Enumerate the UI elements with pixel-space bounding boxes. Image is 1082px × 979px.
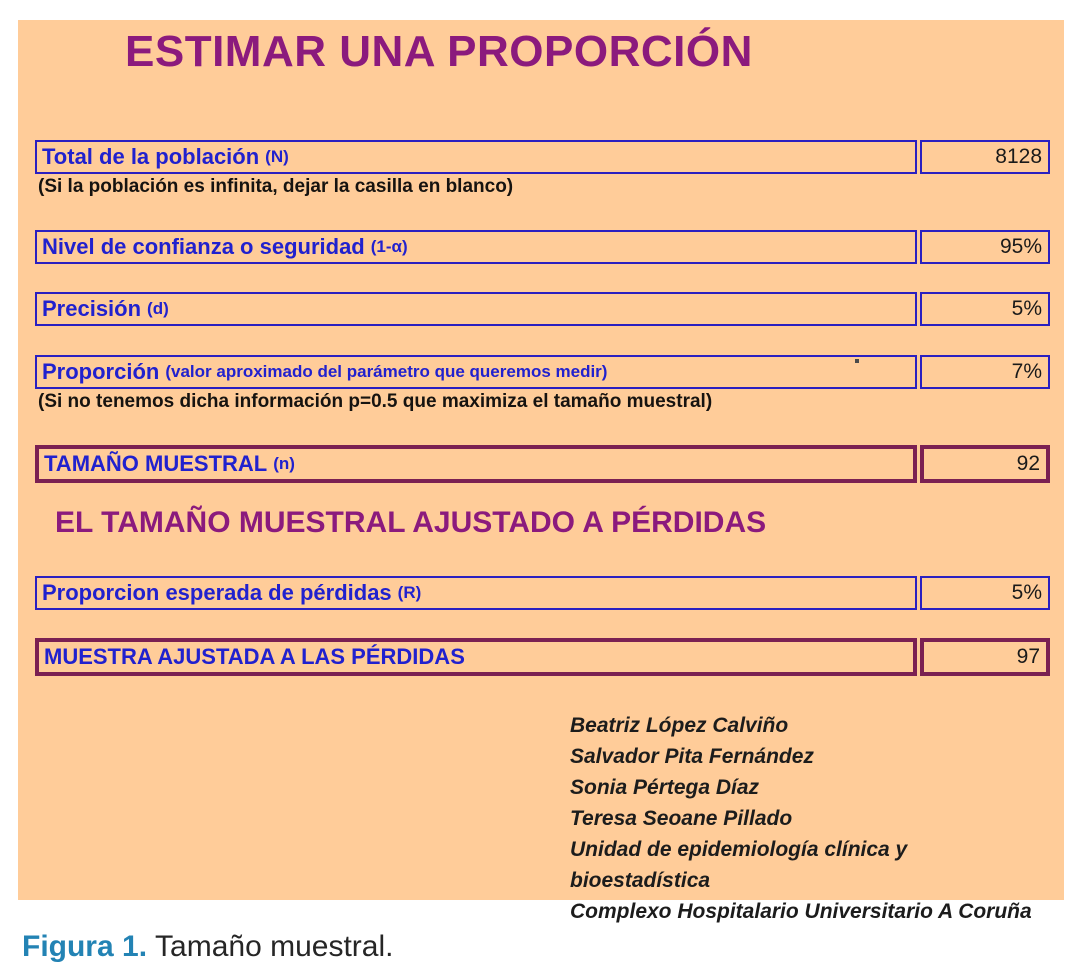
result-label-text: TAMAÑO MUESTRAL — [44, 451, 268, 476]
section-title-ajustado-perdidas: EL TAMAÑO MUESTRAL AJUSTADO A PÉRDIDAS — [55, 506, 767, 539]
field-label-total-poblacion: Total de la población (N) — [35, 140, 917, 174]
field-label-suffix: (R) — [397, 583, 422, 602]
field-input-nivel-confianza[interactable]: 95% — [920, 230, 1050, 264]
field-row-perdidas: Proporcion esperada de pérdidas (R) 5% — [35, 576, 1050, 610]
field-input-proporcion[interactable]: 7% — [920, 355, 1050, 389]
field-label-text: Proporción — [42, 359, 160, 384]
field-label-suffix: (1-α) — [370, 237, 408, 256]
field-row-precision: Precisión (d) 5% — [35, 292, 1050, 326]
field-input-total-poblacion[interactable]: 8128 — [920, 140, 1050, 174]
figure-caption: Figura 1. Tamaño muestral. — [22, 928, 393, 966]
field-input-perdidas[interactable]: 5% — [920, 576, 1050, 610]
field-label-text: Nivel de confianza o seguridad — [42, 234, 365, 259]
credit-author: Salvador Pita Fernández — [570, 745, 814, 768]
note-p-maximiza: (Si no tenemos dicha información p=0.5 q… — [38, 391, 713, 412]
field-input-precision[interactable]: 5% — [920, 292, 1050, 326]
field-row-proporcion: Proporción (valor aproximado del parámet… — [35, 355, 1050, 389]
field-label-suffix: (valor aproximado del parámetro que quer… — [165, 362, 608, 381]
credit-author: Teresa Seoane Pillado — [570, 807, 793, 830]
credit-author: Beatriz López Calviño — [570, 714, 789, 737]
credit-author: Sonia Pértega Díaz — [570, 776, 760, 799]
credits-block: Beatriz López Calviño Salvador Pita Fern… — [570, 710, 1050, 927]
field-label-precision: Precisión (d) — [35, 292, 917, 326]
credit-affiliation: Complexo Hospitalario Universitario A Co… — [570, 900, 1032, 923]
credit-affiliation: Unidad de epidemiología clínica y bioest… — [570, 838, 908, 892]
result-label-text: MUESTRA AJUSTADA A LAS PÉRDIDAS — [44, 644, 465, 669]
result-value-tamano-muestral: 92 — [920, 445, 1050, 483]
result-value-muestra-ajustada: 97 — [920, 638, 1050, 676]
calculator-panel: ESTIMAR UNA PROPORCIÓN Total de la pobla… — [18, 20, 1064, 923]
result-label-suffix: (n) — [273, 454, 295, 473]
figure-caption-text: Tamaño muestral. — [155, 930, 394, 963]
field-label-text: Total de la población — [42, 144, 260, 169]
result-row-muestra-ajustada: MUESTRA AJUSTADA A LAS PÉRDIDAS 97 — [35, 638, 1050, 676]
field-label-nivel-confianza: Nivel de confianza o seguridad (1-α) — [35, 230, 917, 264]
result-label-tamano-muestral: TAMAÑO MUESTRAL (n) — [35, 445, 917, 483]
field-label-proporcion: Proporción (valor aproximado del parámet… — [35, 355, 917, 389]
field-row-nivel-confianza: Nivel de confianza o seguridad (1-α) 95% — [35, 230, 1050, 264]
figure-caption-label: Figura 1. — [22, 930, 148, 963]
field-row-total-poblacion: Total de la población (N) 8128 — [35, 140, 1050, 174]
field-label-suffix: (N) — [265, 147, 289, 166]
field-label-text: Proporcion esperada de pérdidas — [42, 580, 392, 605]
field-label-text: Precisión — [42, 296, 142, 321]
field-label-suffix: (d) — [147, 299, 169, 318]
panel-title: ESTIMAR UNA PROPORCIÓN — [125, 27, 753, 76]
result-label-muestra-ajustada: MUESTRA AJUSTADA A LAS PÉRDIDAS — [35, 638, 917, 676]
field-label-perdidas: Proporcion esperada de pérdidas (R) — [35, 576, 917, 610]
ink-speck-artifact — [855, 359, 859, 363]
note-poblacion-infinita: (Si la población es infinita, dejar la c… — [38, 176, 514, 197]
result-row-tamano-muestral: TAMAÑO MUESTRAL (n) 92 — [35, 445, 1050, 483]
